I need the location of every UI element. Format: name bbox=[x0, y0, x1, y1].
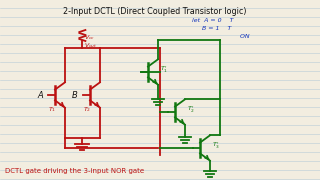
Text: B = 1    T: B = 1 T bbox=[192, 26, 231, 31]
Text: DCTL gate driving the 3-input NOR gate: DCTL gate driving the 3-input NOR gate bbox=[5, 168, 144, 174]
Text: $T_1$: $T_1$ bbox=[48, 105, 56, 114]
Text: $T_2$: $T_2$ bbox=[83, 105, 91, 114]
Text: 2-Input DCTL (Direct Coupled Transistor logic): 2-Input DCTL (Direct Coupled Transistor … bbox=[63, 7, 247, 16]
Text: $T_1'$: $T_1'$ bbox=[160, 65, 168, 75]
Text: $V_{cc}$: $V_{cc}$ bbox=[84, 33, 95, 42]
Text: A: A bbox=[37, 91, 43, 100]
Text: $V_{out}$: $V_{out}$ bbox=[84, 42, 98, 50]
Text: $T_2'$: $T_2'$ bbox=[187, 105, 195, 115]
Text: $T_3'$: $T_3'$ bbox=[212, 141, 220, 151]
Text: ON: ON bbox=[192, 34, 250, 39]
Text: B: B bbox=[72, 91, 78, 100]
Text: let  A = 0    T: let A = 0 T bbox=[192, 18, 234, 23]
